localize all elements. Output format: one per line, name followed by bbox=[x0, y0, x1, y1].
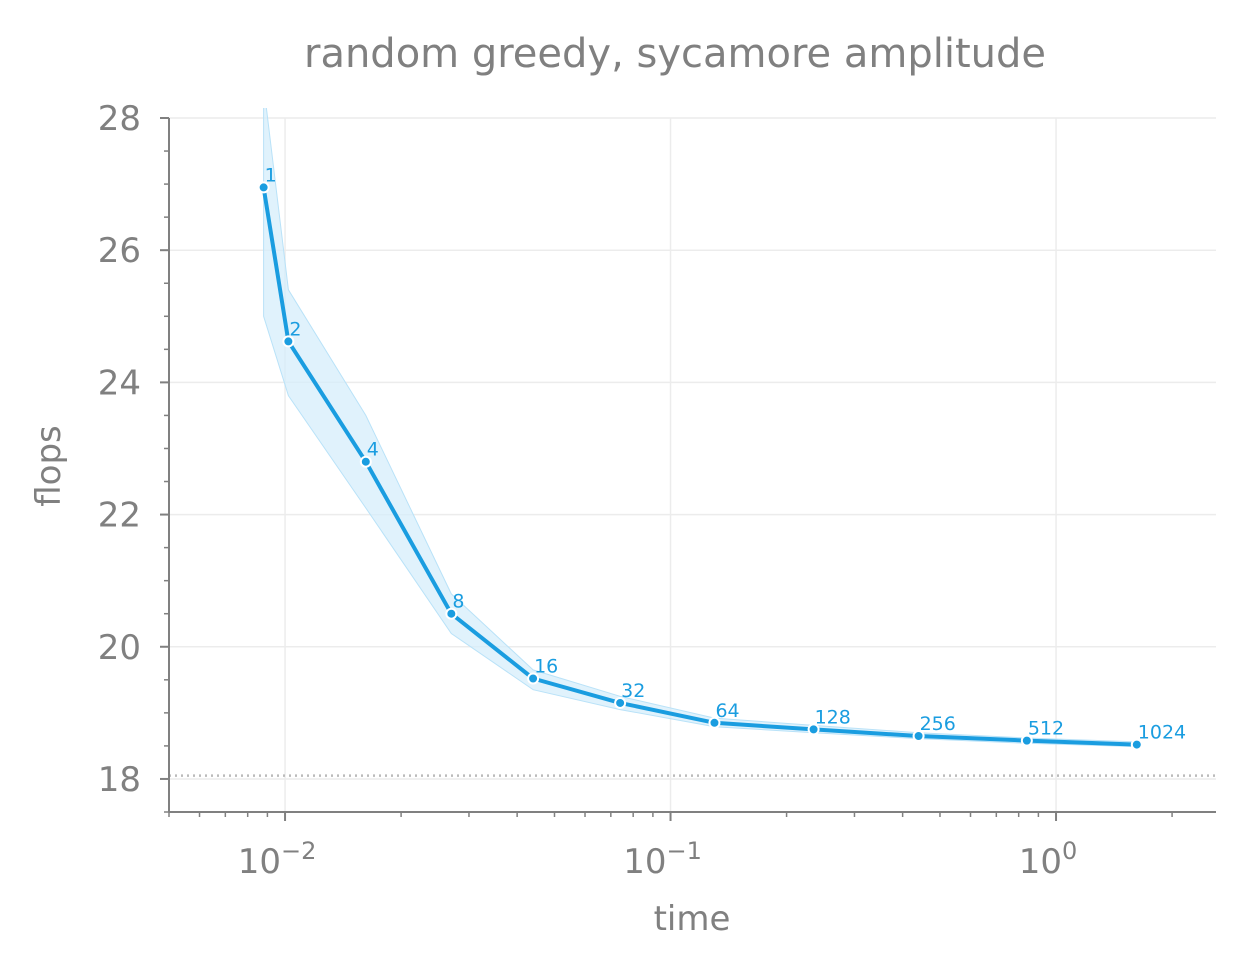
data-label-2: 2 bbox=[289, 318, 301, 340]
data-label-8: 8 bbox=[452, 591, 464, 613]
data-label-1: 1 bbox=[265, 164, 277, 186]
y-tick-label-26: 26 bbox=[98, 231, 141, 271]
y-axis-label: flops bbox=[29, 425, 69, 507]
series-line bbox=[261, 187, 1137, 747]
series-line-layer bbox=[261, 187, 1137, 747]
x-axis-label: time bbox=[654, 899, 731, 939]
data-label-16: 16 bbox=[534, 655, 558, 677]
y-tick-label-18: 18 bbox=[98, 760, 141, 800]
data-point-512 bbox=[1020, 734, 1033, 747]
data-point-1 bbox=[257, 181, 270, 194]
y-tick-label-22: 22 bbox=[98, 496, 141, 536]
data-label-128: 128 bbox=[815, 706, 851, 728]
y-tick-label-20: 20 bbox=[98, 628, 141, 668]
point-labels-layer: 1 2 4 8 16 32 64 128 256 512 1024 bbox=[265, 164, 1187, 743]
data-label-256: 256 bbox=[920, 713, 956, 735]
data-label-1024: 1024 bbox=[1138, 722, 1186, 744]
data-point-8 bbox=[445, 607, 458, 620]
y-tick-label-24: 24 bbox=[98, 363, 141, 403]
data-label-32: 32 bbox=[621, 680, 645, 702]
data-point-64 bbox=[708, 716, 721, 729]
series-points-layer bbox=[257, 181, 1143, 751]
x-tick-label: 100 bbox=[1019, 837, 1078, 882]
data-point-2 bbox=[282, 335, 295, 348]
data-point-256 bbox=[912, 729, 925, 742]
data-point-16 bbox=[527, 672, 540, 685]
data-label-64: 64 bbox=[715, 700, 739, 722]
x-tick-label: 10−2 bbox=[238, 837, 317, 882]
x-tick-label: 10−1 bbox=[623, 837, 702, 882]
data-point-128 bbox=[807, 723, 820, 736]
axes-layer bbox=[168, 118, 1216, 813]
data-label-512: 512 bbox=[1028, 718, 1064, 740]
data-point-1024 bbox=[1130, 738, 1143, 751]
chart-title: random greedy, sycamore amplitude bbox=[304, 31, 1046, 77]
data-point-4 bbox=[359, 455, 372, 468]
data-point-32 bbox=[614, 696, 627, 709]
grid-layer bbox=[169, 117, 1216, 812]
y-tick-label-28: 28 bbox=[98, 99, 141, 139]
data-label-4: 4 bbox=[367, 439, 379, 461]
